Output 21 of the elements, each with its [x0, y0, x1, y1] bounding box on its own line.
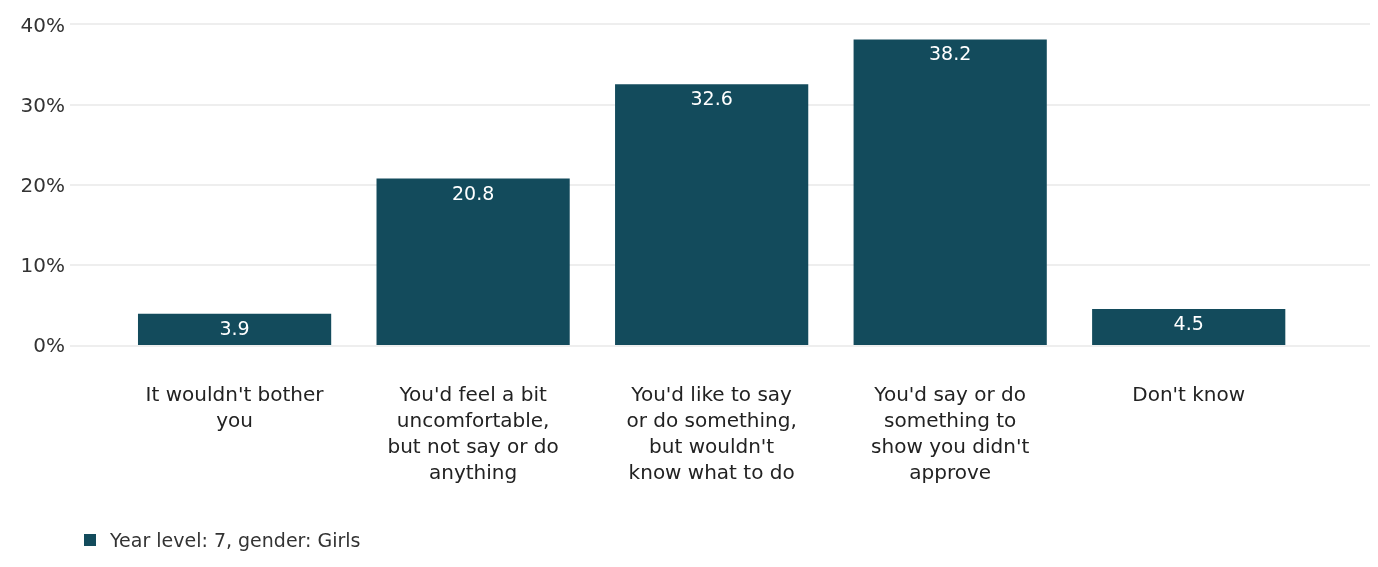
bar [137, 313, 332, 345]
y-tick-label: 0% [33, 333, 65, 357]
x-tick-label: It wouldn't bother you [145, 382, 325, 432]
y-tick-label: 20% [20, 173, 65, 197]
y-tick-label: 40% [20, 13, 65, 37]
data-label: 38.2 [929, 42, 972, 65]
bar [1092, 309, 1286, 345]
legend-label: Year level: 7, gender: Girls [109, 529, 361, 552]
bar [853, 39, 1047, 345]
data-label: 32.6 [690, 87, 733, 110]
x-tick-label: You'd like to say or do something, but wouldn't know what to do [626, 382, 797, 484]
data-label: 20.8 [451, 181, 495, 204]
y-tick-label: 10% [20, 253, 65, 277]
x-tick-label: You'd say or do something to show you didn't approve [871, 382, 1030, 484]
bar [376, 178, 570, 345]
bar [615, 84, 809, 345]
x-tick-label: You'd feel a bit uncomfortable, but not say or do anything [387, 382, 559, 484]
y-tick-label: 30% [20, 93, 65, 117]
x-tick-label: Don't know [1132, 382, 1246, 406]
data-label: 4.5 [1173, 312, 1204, 334]
data-label: 3.9 [219, 316, 250, 339]
